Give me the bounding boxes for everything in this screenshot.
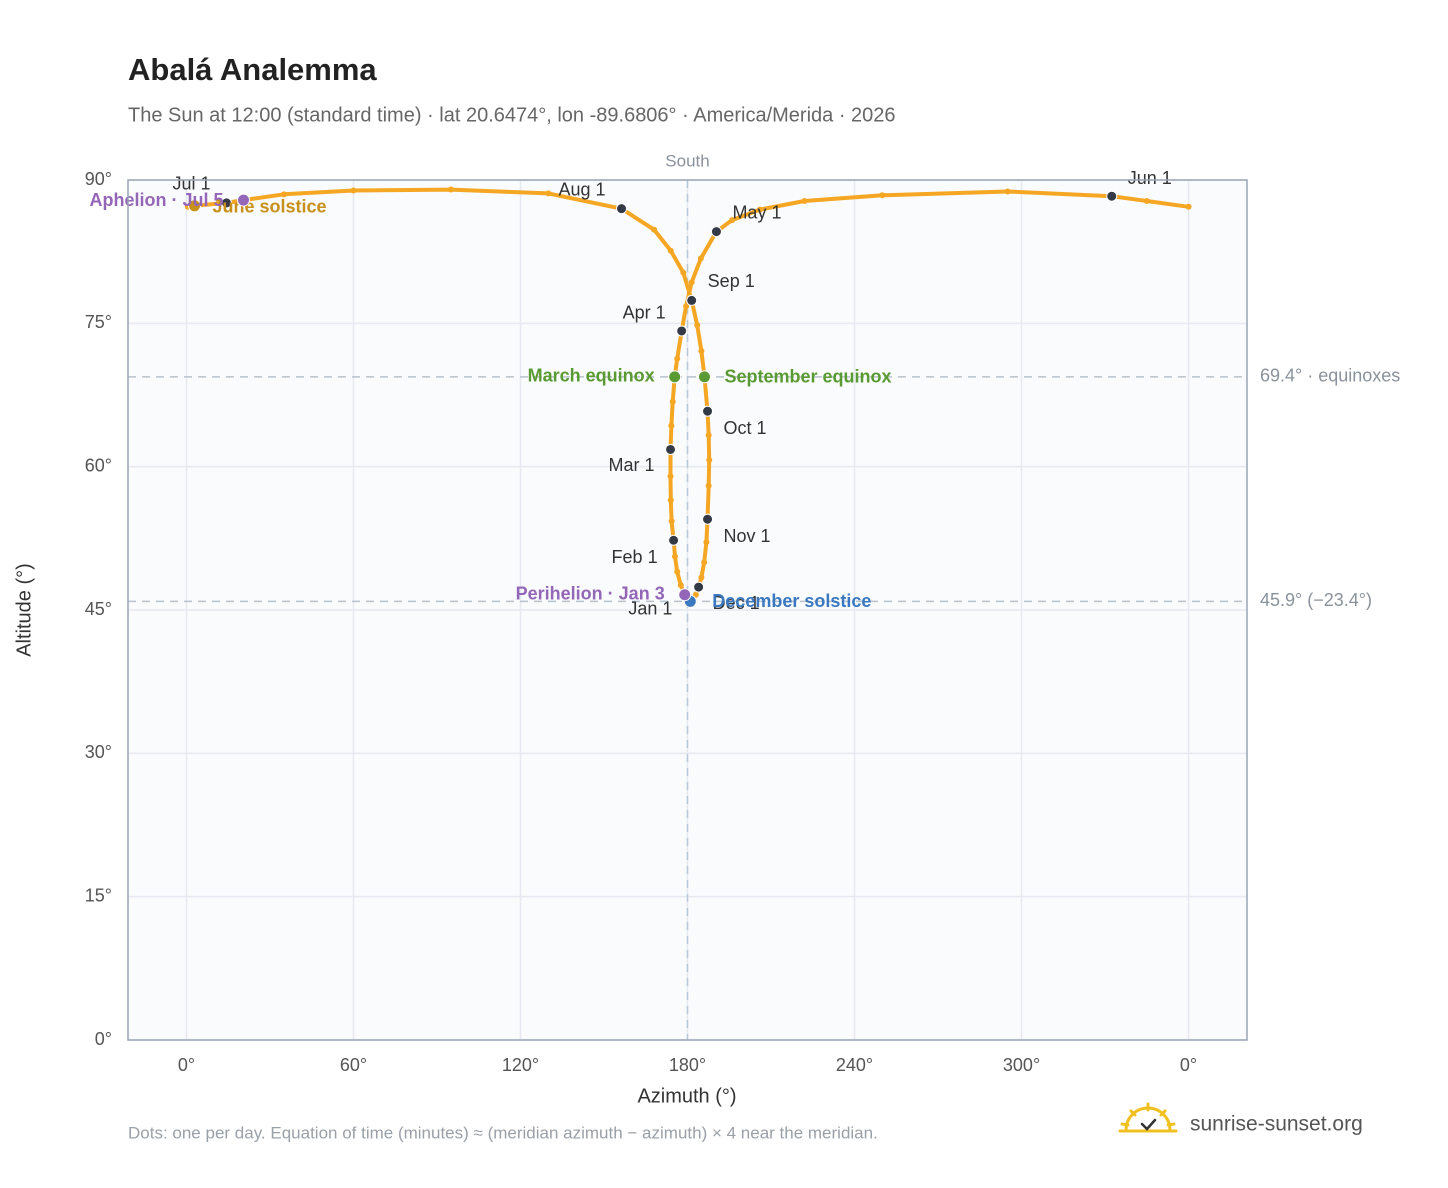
month-label: Apr 1: [623, 303, 666, 323]
event-marker: [697, 370, 711, 384]
x-tick-label: 0°: [1180, 1055, 1197, 1075]
month-label: Jun 1: [1128, 168, 1172, 188]
month-marker: [676, 325, 688, 337]
month-marker: [702, 513, 714, 525]
day-dot: [545, 190, 552, 197]
month-marker: [665, 443, 677, 455]
annotations: Jan 1 Feb 1 Mar 1 Apr 1 May 1 Jun 1 Jul 1 Aug 1…: [90, 168, 1172, 618]
day-dot: [698, 574, 705, 581]
month-marker: [693, 581, 705, 593]
day-dot: [703, 539, 710, 546]
meridian-label: South: [665, 151, 709, 170]
day-dot: [683, 303, 690, 310]
day-dot: [701, 559, 708, 566]
y-tick-label: 60°: [85, 455, 112, 475]
day-dot: [651, 226, 658, 233]
day-dot: [879, 192, 886, 199]
reference-lines: 69.4° · equinoxes 45.9° (−23.4°) South: [128, 151, 1400, 1040]
day-dot: [680, 269, 687, 276]
x-tick-label: 300°: [1003, 1055, 1040, 1075]
brand-logo: [1118, 1102, 1178, 1133]
day-dot: [729, 217, 736, 224]
day-dot: [1004, 188, 1011, 195]
x-axis-title: Azimuth (°): [637, 1085, 736, 1107]
day-dot: [350, 187, 357, 194]
day-dot: [697, 255, 704, 262]
day-dot: [706, 456, 713, 463]
day-dot: [667, 247, 674, 254]
event-label: December solstice: [712, 591, 871, 611]
plot-frame: [127, 179, 1248, 1041]
day-dot: [667, 473, 674, 480]
day-dot: [688, 279, 695, 286]
month-marker: [668, 534, 680, 546]
month-label: Jan 1: [628, 598, 672, 618]
day-dot: [671, 553, 678, 560]
day-dot: [667, 497, 674, 504]
day-dot: [447, 186, 454, 193]
day-dot: [694, 322, 701, 329]
day-dot: [669, 398, 676, 405]
month-label: Jul 1: [173, 174, 211, 194]
day-dot: [1143, 198, 1150, 205]
reference-label: 45.9° (−23.4°): [1260, 590, 1372, 610]
month-marker: [686, 294, 698, 306]
x-tick-label: 0°: [178, 1055, 195, 1075]
month-marker: [221, 197, 233, 209]
day-dot: [668, 422, 675, 429]
chart-title: Abalá Analemma: [128, 52, 377, 87]
month-label: Sep 1: [708, 271, 755, 291]
footnote: Dots: one per day. Equation of time (min…: [128, 1123, 878, 1142]
y-tick-label: 90°: [85, 169, 112, 189]
day-dot: [674, 568, 681, 575]
y-tick-label: 75°: [85, 312, 112, 332]
event-label: Perihelion · Jan 3: [516, 583, 665, 603]
month-label: Aug 1: [558, 179, 605, 199]
day-dot: [801, 198, 808, 205]
x-tick-label: 180°: [669, 1055, 706, 1075]
y-tick-label: 30°: [85, 742, 112, 762]
y-tick-label: 45°: [85, 599, 112, 619]
x-tick-label: 120°: [502, 1055, 539, 1075]
event-label: June solstice: [213, 197, 327, 217]
day-dot: [674, 355, 681, 362]
y-axis-title: Altitude (°): [13, 563, 35, 657]
month-marker: [1106, 190, 1118, 202]
y-tick-label: 15°: [85, 885, 112, 905]
reference-label: 69.4° · equinoxes: [1260, 366, 1400, 386]
event-marker: [188, 199, 202, 213]
event-marker: [678, 588, 692, 602]
month-label: May 1: [732, 202, 781, 222]
month-label: Dec 1: [713, 593, 760, 613]
x-tick-label: 60°: [340, 1055, 367, 1075]
month-label: Oct 1: [724, 418, 767, 438]
event-label: Aphelion · Jul 5: [90, 190, 224, 210]
day-dot: [698, 348, 705, 355]
month-marker: [616, 203, 628, 215]
y-tick-label: 0°: [95, 1029, 112, 1049]
day-dot: [668, 518, 675, 525]
day-dot: [705, 482, 712, 489]
month-marker: [702, 405, 714, 417]
day-dot: [705, 432, 712, 439]
event-marker: [668, 370, 682, 384]
event-label: September equinox: [724, 367, 891, 387]
event-marker: [237, 193, 251, 207]
day-dot: [692, 591, 699, 598]
month-label: Mar 1: [609, 455, 655, 475]
month-label: Feb 1: [612, 547, 658, 567]
x-tick-label: 240°: [836, 1055, 873, 1075]
brand-name: sunrise-sunset.org: [1190, 1113, 1363, 1136]
chart-subtitle: The Sun at 12:00 (standard time) · lat 2…: [128, 104, 896, 126]
day-dot: [1185, 203, 1192, 210]
day-dot: [280, 191, 287, 198]
month-label: Nov 1: [724, 526, 771, 546]
event-label: March equinox: [528, 366, 655, 386]
day-dot: [756, 206, 763, 213]
day-dot: [677, 582, 684, 589]
month-marker: [710, 226, 722, 238]
